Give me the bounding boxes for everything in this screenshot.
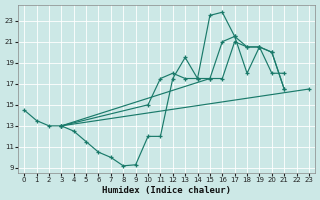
X-axis label: Humidex (Indice chaleur): Humidex (Indice chaleur) <box>102 186 231 195</box>
